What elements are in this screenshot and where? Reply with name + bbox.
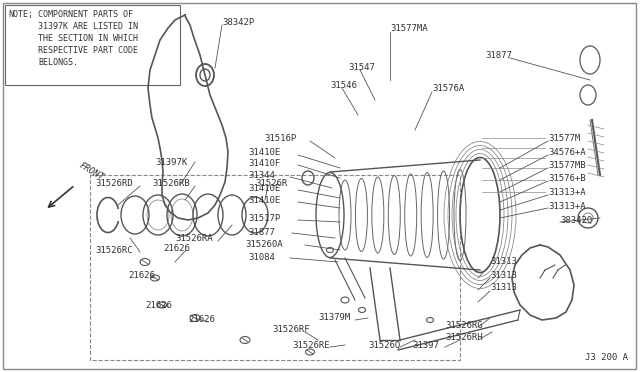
Text: 31410E: 31410E [248,196,280,205]
Text: 31547: 31547 [348,62,375,71]
Text: 31526RC: 31526RC [95,246,132,254]
Text: 21626: 21626 [128,270,155,279]
Text: 34576+A: 34576+A [548,148,586,157]
Text: 31397K: 31397K [155,157,188,167]
Text: 31410E: 31410E [248,183,280,192]
Text: 38342P: 38342P [222,17,254,26]
Text: 31526R: 31526R [255,179,287,187]
Text: 31546: 31546 [330,80,357,90]
Text: 31526RF: 31526RF [272,326,310,334]
Text: 31410F: 31410F [248,158,280,167]
Text: THE SECTION IN WHICH: THE SECTION IN WHICH [38,34,138,43]
Text: 31397K ARE LISTED IN: 31397K ARE LISTED IN [38,22,138,31]
Text: 21626: 21626 [188,315,215,324]
Text: 31526RH: 31526RH [445,334,483,343]
Bar [5,5,180,85]
Bar [90,175,460,360]
Text: 31313+A: 31313+A [548,187,586,196]
Text: 31577MB: 31577MB [548,160,586,170]
Text: 21626: 21626 [163,244,190,253]
Text: 31313: 31313 [490,270,517,279]
Text: 31517P: 31517P [248,214,280,222]
Text: 31313: 31313 [490,283,517,292]
Text: 31313+A: 31313+A [548,202,586,211]
Text: COMPORNENT PARTS OF: COMPORNENT PARTS OF [38,10,133,19]
Text: 31379M: 31379M [318,314,350,323]
Text: J3 200 A: J3 200 A [585,353,628,362]
Text: 31313: 31313 [490,257,517,266]
Text: NOTE;: NOTE; [8,10,33,19]
Text: 31577MA: 31577MA [390,23,428,32]
Text: 21626: 21626 [145,301,172,310]
Text: 31877: 31877 [485,51,512,60]
Text: 31877: 31877 [248,228,275,237]
Text: 31526RG: 31526RG [445,321,483,330]
Text: RESPECTIVE PART CODE: RESPECTIVE PART CODE [38,46,138,55]
Text: 38342Q: 38342Q [560,215,592,224]
Text: 31084: 31084 [248,253,275,262]
Text: 31576+B: 31576+B [548,173,586,183]
Text: 31526RE: 31526RE [292,340,330,350]
Text: 31344: 31344 [248,170,275,180]
Text: 31410E: 31410E [248,148,280,157]
Text: FRONT: FRONT [78,161,106,182]
Text: 31397: 31397 [412,340,439,350]
Text: 31526RD: 31526RD [95,179,132,187]
Text: 31516P: 31516P [264,134,296,142]
Text: 31576A: 31576A [432,83,464,93]
Text: 31577M: 31577M [548,134,580,142]
Text: BELONGS.: BELONGS. [38,58,78,67]
Text: 31526RB: 31526RB [152,179,189,187]
Text: 315260A: 315260A [245,240,283,248]
Text: 31526RA: 31526RA [175,234,212,243]
Text: 31526Q: 31526Q [368,340,400,350]
